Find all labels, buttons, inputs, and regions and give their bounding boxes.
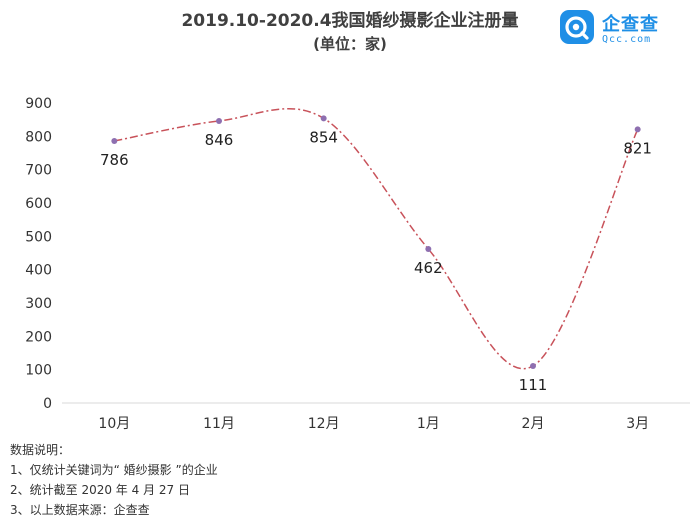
logo-domain: Qcc.com [602, 34, 652, 45]
notes-item-3: 3、以上数据来源：企查查 [10, 503, 150, 517]
series-line [114, 108, 639, 370]
data-label: 854 [309, 128, 338, 146]
notes-heading: 数据说明： [10, 443, 71, 457]
x-tick-label: 12月 [308, 416, 340, 432]
y-tick-label: 800 [25, 129, 52, 145]
y-tick-label: 200 [25, 329, 52, 345]
line-chart: 0 100 200 300 400 500 600 700 800 900 10月 11月 12月 1月… [25, 96, 690, 432]
y-tick-label: 0 [43, 396, 52, 412]
chart-title: 2019.10-2020.4我国婚纱摄影企业注册量 [181, 11, 519, 31]
y-tick-label: 900 [25, 96, 52, 112]
data-label: 111 [519, 376, 548, 394]
data-label: 846 [205, 131, 234, 149]
data-labels: 786 846 854 462 111 821 [100, 128, 652, 394]
x-tick-label: 3月 [626, 416, 649, 432]
data-point [320, 115, 327, 122]
data-label: 786 [100, 151, 129, 169]
x-tick-label: 11月 [203, 416, 235, 432]
y-tick-label: 700 [25, 163, 52, 179]
notes-item-2: 2、统计截至 2020 年 4 月 27 日 [10, 483, 190, 497]
data-label: 821 [623, 139, 652, 157]
data-label: 462 [414, 259, 443, 277]
data-point [111, 138, 118, 144]
data-point [425, 246, 432, 252]
chart-title-block: 2019.10-2020.4我国婚纱摄影企业注册量 (单位：家) [0, 10, 700, 54]
qcc-logo-icon [560, 10, 594, 44]
x-tick-label: 1月 [417, 416, 440, 432]
x-axis: 10月 11月 12月 1月 2月 3月 [98, 416, 649, 432]
data-point [216, 118, 222, 124]
data-point [530, 363, 536, 369]
y-axis: 0 100 200 300 400 500 600 700 800 900 [25, 96, 52, 412]
x-tick-label: 10月 [98, 416, 130, 432]
y-tick-label: 300 [25, 296, 52, 312]
data-notes: 数据说明： 1、仅统计关键词为“ 婚纱摄影 ”的企业 2、统计截至 2020 年… [10, 440, 218, 520]
logo-name: 企查查 [602, 14, 659, 35]
y-tick-label: 600 [25, 196, 52, 212]
notes-item-1: 1、仅统计关键词为“ 婚纱摄影 ”的企业 [10, 463, 218, 477]
y-tick-label: 100 [25, 363, 52, 379]
data-markers [111, 115, 641, 369]
x-tick-label: 2月 [522, 416, 545, 432]
y-tick-label: 400 [25, 263, 52, 279]
data-point [634, 126, 641, 133]
chart-subtitle: (单位：家) [313, 35, 387, 53]
qcc-logo: 企查查 Qcc.com [560, 8, 690, 52]
y-tick-label: 500 [25, 229, 52, 245]
